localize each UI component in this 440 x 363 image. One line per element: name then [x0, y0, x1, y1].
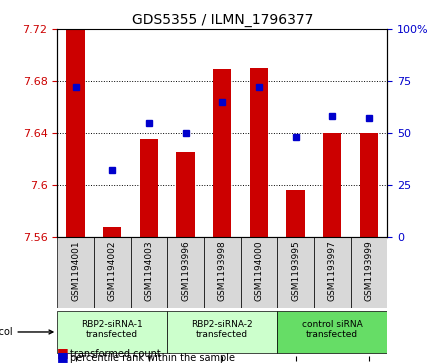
FancyBboxPatch shape	[314, 237, 351, 308]
Text: GSM1194002: GSM1194002	[108, 241, 117, 301]
Text: ■: ■	[57, 350, 69, 363]
Text: ■: ■	[57, 346, 69, 359]
FancyBboxPatch shape	[57, 237, 94, 308]
Text: transformed count: transformed count	[70, 348, 161, 359]
Text: GSM1194003: GSM1194003	[144, 241, 154, 301]
Bar	[360, 133, 378, 237]
Text: percentile rank within the sample: percentile rank within the sample	[70, 353, 235, 363]
Text: GSM1193996: GSM1193996	[181, 241, 190, 301]
Bar	[66, 30, 85, 237]
Text: control siRNA
transfected: control siRNA transfected	[302, 320, 363, 339]
Text: protocol: protocol	[0, 327, 53, 337]
Bar	[323, 133, 341, 237]
Bar	[250, 68, 268, 237]
Title: GDS5355 / ILMN_1796377: GDS5355 / ILMN_1796377	[132, 13, 313, 26]
FancyBboxPatch shape	[277, 237, 314, 308]
Text: GSM1193998: GSM1193998	[218, 241, 227, 301]
Text: GSM1194000: GSM1194000	[254, 241, 264, 301]
Text: GSM1193995: GSM1193995	[291, 241, 300, 301]
FancyBboxPatch shape	[131, 237, 167, 308]
Text: RBP2-siRNA-2
transfected: RBP2-siRNA-2 transfected	[191, 320, 253, 339]
FancyBboxPatch shape	[277, 311, 387, 353]
FancyBboxPatch shape	[204, 237, 241, 308]
Bar	[140, 139, 158, 237]
FancyBboxPatch shape	[351, 237, 387, 308]
Bar	[286, 190, 305, 237]
FancyBboxPatch shape	[241, 237, 277, 308]
Text: RBP2-siRNA-1
transfected: RBP2-siRNA-1 transfected	[81, 320, 143, 339]
FancyBboxPatch shape	[57, 311, 167, 353]
FancyBboxPatch shape	[167, 237, 204, 308]
Bar	[176, 152, 194, 237]
Bar	[213, 69, 231, 237]
Text: GSM1193997: GSM1193997	[328, 241, 337, 301]
Text: GSM1194001: GSM1194001	[71, 241, 80, 301]
FancyBboxPatch shape	[94, 237, 131, 308]
FancyBboxPatch shape	[167, 311, 277, 353]
Bar	[103, 227, 121, 237]
Text: GSM1193999: GSM1193999	[364, 241, 374, 301]
